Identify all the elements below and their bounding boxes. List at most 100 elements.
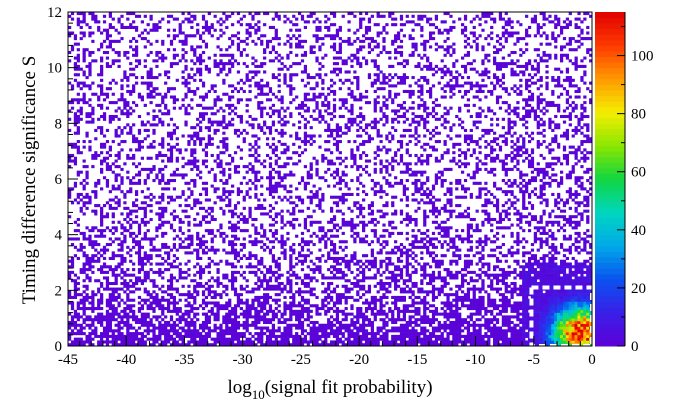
- heatmap-cell: [204, 92, 209, 96]
- heatmap-cell: [312, 209, 316, 213]
- heatmap-cell: [338, 301, 342, 305]
- heatmap-cell: [344, 123, 348, 127]
- heatmap-cell: [274, 262, 278, 266]
- heatmap-cell: [155, 123, 159, 127]
- heatmap-cell: [140, 156, 144, 160]
- heatmap-cell: [100, 268, 104, 272]
- heatmap-cell: [289, 184, 293, 188]
- heatmap-cell: [353, 251, 357, 255]
- heatmap-cell: [295, 256, 299, 261]
- heatmap-cell: [161, 176, 165, 180]
- heatmap-cell: [100, 284, 104, 288]
- heatmap-cell: [347, 140, 351, 144]
- heatmap-cell: [105, 45, 110, 49]
- heatmap-cell: [231, 42, 235, 46]
- heatmap-cell: [184, 343, 188, 347]
- heatmap-cell: [245, 28, 249, 32]
- heatmap-cell: [254, 81, 258, 85]
- heatmap-cell: [91, 39, 95, 43]
- heatmap-cell: [312, 220, 316, 224]
- heatmap-cell: [222, 142, 226, 146]
- heatmap-cell: [356, 262, 360, 266]
- heatmap-cell: [117, 343, 121, 347]
- heatmap-cell: [70, 265, 75, 269]
- heatmap-cell: [367, 42, 372, 46]
- heatmap-cell: [120, 270, 124, 274]
- heatmap-cell: [251, 304, 255, 308]
- heatmap-cell: [76, 12, 80, 16]
- heatmap-cell: [289, 78, 293, 82]
- heatmap-cell: [149, 329, 153, 333]
- heatmap-cell: [108, 256, 112, 261]
- heatmap-cell: [251, 76, 255, 80]
- heatmap-cell: [201, 98, 206, 102]
- heatmap-cell: [73, 284, 78, 288]
- heatmap-cell: [169, 262, 174, 266]
- heatmap-cell: [134, 103, 139, 107]
- heatmap-cell: [68, 153, 72, 158]
- heatmap-cell: [187, 293, 191, 297]
- heatmap-cell: [292, 304, 296, 308]
- heatmap-cell: [204, 153, 209, 158]
- heatmap-cell: [117, 117, 121, 121]
- heatmap-cell: [137, 223, 142, 227]
- heatmap-cell: [132, 181, 136, 185]
- heatmap-cell: [236, 254, 241, 258]
- heatmap-cell: [300, 17, 305, 21]
- heatmap-cell: [312, 326, 316, 330]
- heatmap-cell: [79, 270, 83, 274]
- heatmap-cell: [193, 184, 197, 188]
- heatmap-cell: [114, 307, 118, 311]
- heatmap-cell: [300, 290, 305, 294]
- heatmap-cell: [300, 70, 305, 74]
- heatmap-cell: [324, 73, 328, 77]
- heatmap-cell: [280, 131, 284, 135]
- heatmap-cell: [251, 270, 255, 274]
- heatmap-cell: [309, 287, 313, 291]
- heatmap-cell: [117, 304, 121, 308]
- heatmap-cell: [245, 309, 249, 313]
- heatmap-cell: [254, 31, 258, 35]
- heatmap-cell: [137, 309, 142, 313]
- heatmap-cell: [271, 318, 275, 322]
- heatmap-cell: [324, 95, 328, 99]
- heatmap-cell: [166, 293, 171, 297]
- heatmap-cell: [260, 204, 264, 208]
- heatmap-cell: [70, 106, 75, 110]
- heatmap-cell: [341, 173, 345, 177]
- heatmap-cell: [91, 190, 95, 194]
- heatmap-cell: [97, 298, 101, 302]
- heatmap-cell: [309, 290, 313, 294]
- heatmap-cell: [169, 39, 174, 43]
- heatmap-cell: [271, 329, 275, 333]
- heatmap-cell: [172, 309, 177, 313]
- heatmap-cell: [184, 215, 188, 219]
- heatmap-cell: [210, 301, 214, 305]
- heatmap-cell: [289, 304, 293, 308]
- heatmap-cell: [373, 181, 377, 185]
- heatmap-cell: [277, 268, 281, 272]
- heatmap-cell: [277, 287, 281, 291]
- heatmap-cell: [306, 81, 310, 85]
- heatmap-cell: [286, 318, 290, 322]
- heatmap-cell: [199, 281, 203, 286]
- heatmap-cell: [196, 312, 200, 316]
- heatmap-cell: [248, 206, 252, 210]
- heatmap-cell: [140, 201, 144, 205]
- heatmap-cell: [152, 281, 156, 286]
- heatmap-cell: [132, 137, 136, 141]
- heatmap-cell: [137, 301, 142, 305]
- heatmap-cell: [199, 256, 203, 261]
- heatmap-cell: [129, 307, 133, 311]
- heatmap-cell: [193, 223, 197, 227]
- heatmap-cell: [228, 62, 232, 66]
- heatmap-cell: [79, 323, 83, 327]
- heatmap-cell: [376, 148, 380, 152]
- heatmap-cell: [292, 293, 296, 297]
- heatmap-cell: [82, 237, 86, 241]
- heatmap-cell: [391, 201, 395, 205]
- heatmap-cell: [297, 343, 302, 347]
- heatmap-cell: [204, 281, 209, 286]
- heatmap-cell: [199, 220, 203, 224]
- heatmap-cell: [330, 248, 334, 252]
